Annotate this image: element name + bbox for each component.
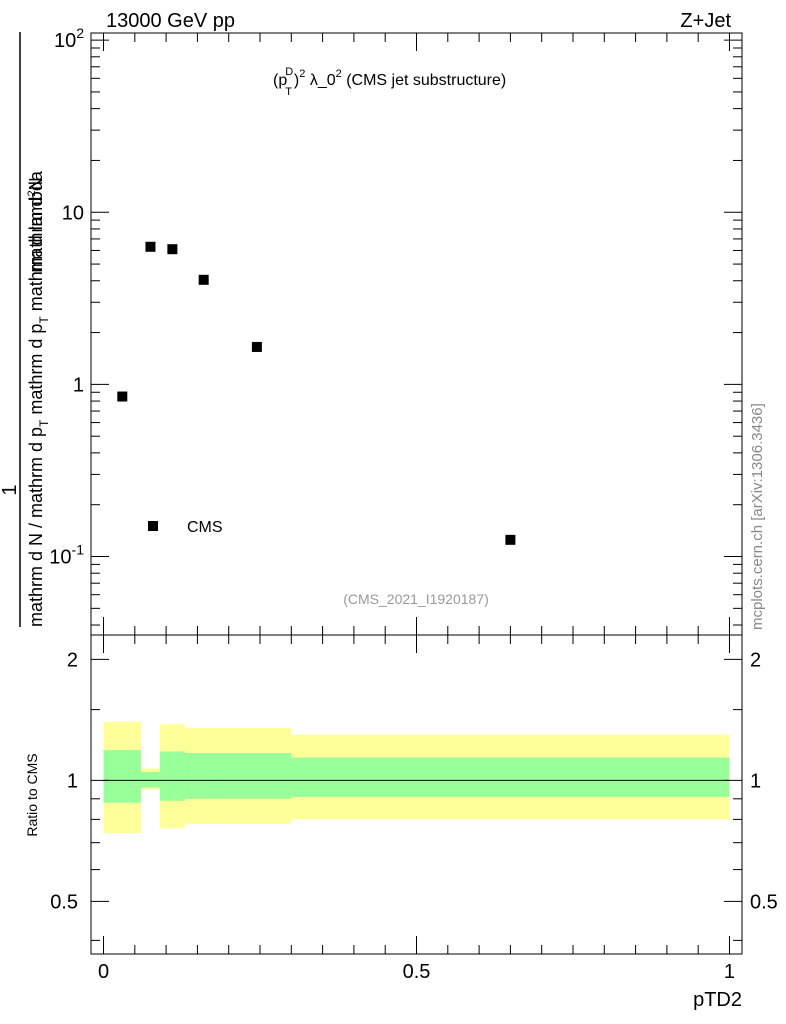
ratio-bands [103,721,730,833]
legend: CMS [148,519,223,536]
ratio-band-bin [103,750,142,803]
x-tick-label: 0 [98,961,109,983]
main-y-tick-label: 10 [62,202,84,224]
data-point [117,391,128,402]
main-y-tick-label: 10-1 [49,542,84,569]
main-plot-frame [90,32,743,636]
ratio-band-bin [291,757,730,797]
y-label-inner-fraction-numerator: mathrm d2N [26,177,46,272]
y-label-denominator: mathrm d N / mathrm d pT mathrm d pT mat… [26,170,51,627]
data-point [167,244,178,255]
main-panel: 10-1 1 10 102 (pD T)2 λ_02 (CMS jet substruc… [0,25,743,636]
process-label: Z+Jet [680,10,731,32]
plot-title: (pD T)2 λ_02 (CMS jet substructure) [273,66,506,98]
y-label-numerator: 1 [0,484,21,495]
ratio-band-bin [159,751,185,801]
x-tick-label: 1 [724,961,735,983]
ratio-y-tick-labels: 0.5 0.5 1 1 2 2 [50,649,778,913]
x-tick-labels: 0 0.5 1 [98,961,735,983]
ratio-band-bin [141,771,160,788]
ratio-y-axis-label: Ratio to CMS [24,753,40,836]
main-y-axis-label: 1 mathrm d N / mathrm d pT mathrm d pT m… [0,32,51,627]
ratio-panel: 0.5 0.51 12 2 0 0.5 1 Ratio to CMS pTD2 [24,634,778,1011]
ratio-y-tick-label-right: 1 [750,770,761,792]
main-axis-ticks [91,33,742,635]
main-y-tick-label: 102 [54,25,84,52]
energy-label: 13000 GeV pp [106,10,235,32]
data-point [505,534,516,545]
ratio-axis-ticks [91,635,742,954]
ratio-y-tick-label-right: 0.5 [750,891,778,913]
x-tick-label: 0.5 [403,961,431,983]
data-point [251,341,262,352]
analysis-annotation: (CMS_2021_I1920187) [343,591,489,607]
ratio-y-tick-label-right: 2 [750,649,761,671]
ratio-y-tick-label-left: 2 [67,649,78,671]
legend-label-cms: CMS [187,519,223,536]
main-data-points [117,241,516,545]
watermark: mcplots.cern.ch [arXiv:1306.3436] [749,403,766,630]
legend-marker-cms [148,521,158,531]
x-axis-label: pTD2 [693,989,742,1011]
ratio-band-bin [222,753,292,799]
ratio-band-bin [184,753,223,799]
main-y-tick-labels: 10-1 1 10 102 [49,25,84,568]
data-point [198,274,209,285]
ratio-y-tick-label-left: 1 [67,770,78,792]
ratio-y-tick-label-left: 0.5 [50,891,78,913]
main-y-tick-label: 1 [73,374,84,396]
data-point [145,241,156,252]
